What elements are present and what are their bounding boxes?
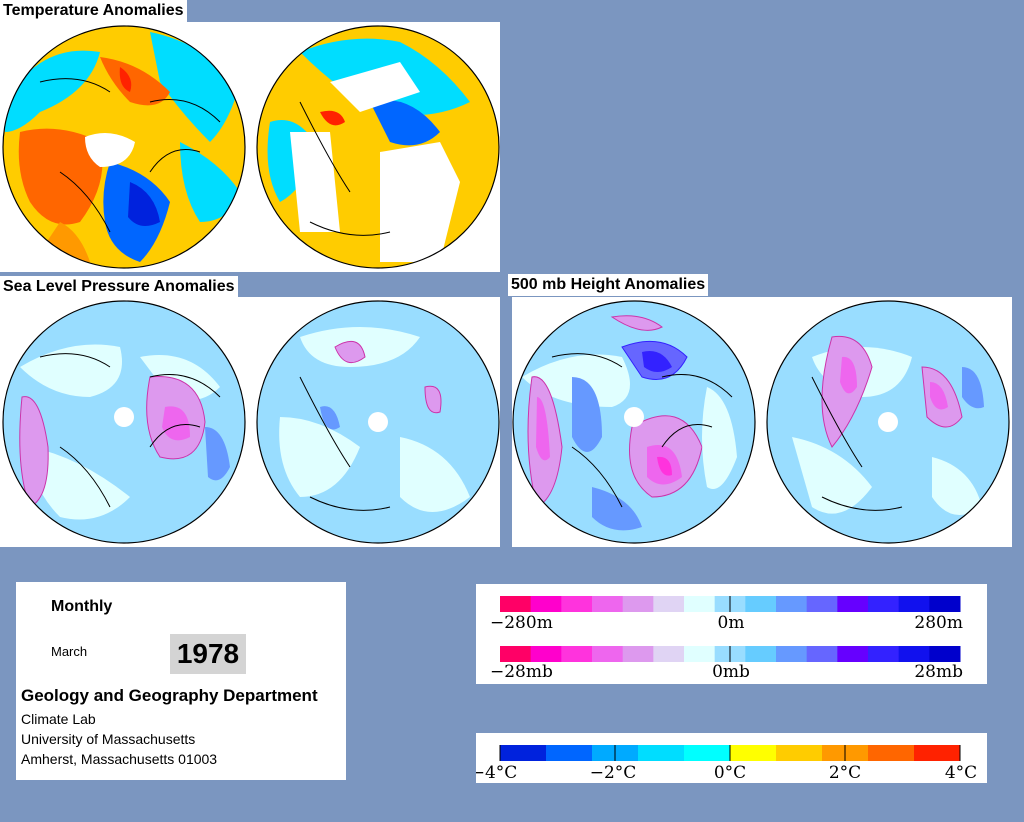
temperature-color-bar [499,745,961,761]
university-name: University of Massachusetts [21,731,196,747]
lab-name: Climate Lab [21,711,96,727]
color-swatch [530,596,562,612]
pressure-legend-max: 28mb [914,662,963,682]
temperature-legend-label: 2°C [829,763,861,783]
color-swatch [898,646,930,662]
color-swatch [914,745,961,761]
color-swatch [776,745,823,761]
color-swatch [730,745,777,761]
height-legend-center: 0m [718,613,745,633]
color-swatch [745,596,777,612]
color-swatch [561,596,593,612]
height-pressure-legend: −280m 0m 280m −28mb 0mb 28mb [476,584,987,684]
color-swatch [622,596,654,612]
color-swatch [929,596,961,612]
color-swatch [684,745,731,761]
department-name: Geology and Geography Department [21,686,318,705]
color-swatch [500,646,532,662]
temperature-legend-label: −2°C [590,763,637,783]
month-label: March [51,644,88,659]
height-500mb-anomalies-panel [512,297,1012,547]
height-500mb-anomalies-title: 500 mb Height Anomalies [508,274,709,296]
color-swatch [592,596,624,612]
color-swatch [929,646,961,662]
color-swatch [898,596,930,612]
height-legend-max: 280m [914,613,963,633]
color-swatch [653,646,685,662]
color-swatch [745,646,777,662]
northern-hemisphere-height-map [513,301,755,543]
color-swatch [837,596,869,612]
color-swatch [500,745,547,761]
color-swatch [638,745,685,761]
pressure-color-bar [500,646,961,662]
northern-hemisphere-pressure-map [3,301,245,543]
temperature-legend-label: −4°C [476,763,517,783]
color-swatch [776,596,808,612]
address: Amherst, Massachusetts 01003 [21,751,218,767]
color-swatch [561,646,593,662]
sea-level-pressure-anomalies-title: Sea Level Pressure Anomalies [0,276,238,298]
color-swatch [684,596,716,612]
sea-level-pressure-anomalies-panel [0,297,500,547]
color-swatch [546,745,593,761]
temperature-legend-label: 4°C [945,763,977,783]
info-box: Monthly March 1978 Geology and Geography… [16,582,346,780]
color-swatch [653,596,685,612]
pressure-legend-min: −28mb [490,662,553,682]
color-swatch [684,646,716,662]
color-swatch [837,646,869,662]
southern-hemisphere-height-map [767,301,1009,543]
temperature-anomalies-title: Temperature Anomalies [0,0,187,22]
color-swatch [592,646,624,662]
period-label: Monthly [51,598,113,615]
temperature-legend: −4°C −2°C 0°C 2°C 4°C [476,733,987,783]
southern-hemisphere-pressure-map [257,301,499,543]
color-swatch [530,646,562,662]
southern-hemisphere-temperature-map [257,26,499,268]
northern-hemisphere-temperature-map [3,26,245,268]
color-swatch [868,745,915,761]
color-swatch [500,596,532,612]
temperature-anomalies-panel [0,22,500,272]
color-swatch [806,646,838,662]
year-label: 1978 [170,634,246,674]
temperature-legend-label: 0°C [714,763,746,783]
height-legend-min: −280m [490,613,553,633]
color-swatch [776,646,808,662]
color-swatch [868,646,900,662]
height-color-bar [500,596,961,612]
color-swatch [622,646,654,662]
pressure-legend-center: 0mb [712,662,750,682]
color-swatch [868,596,900,612]
color-swatch [806,596,838,612]
